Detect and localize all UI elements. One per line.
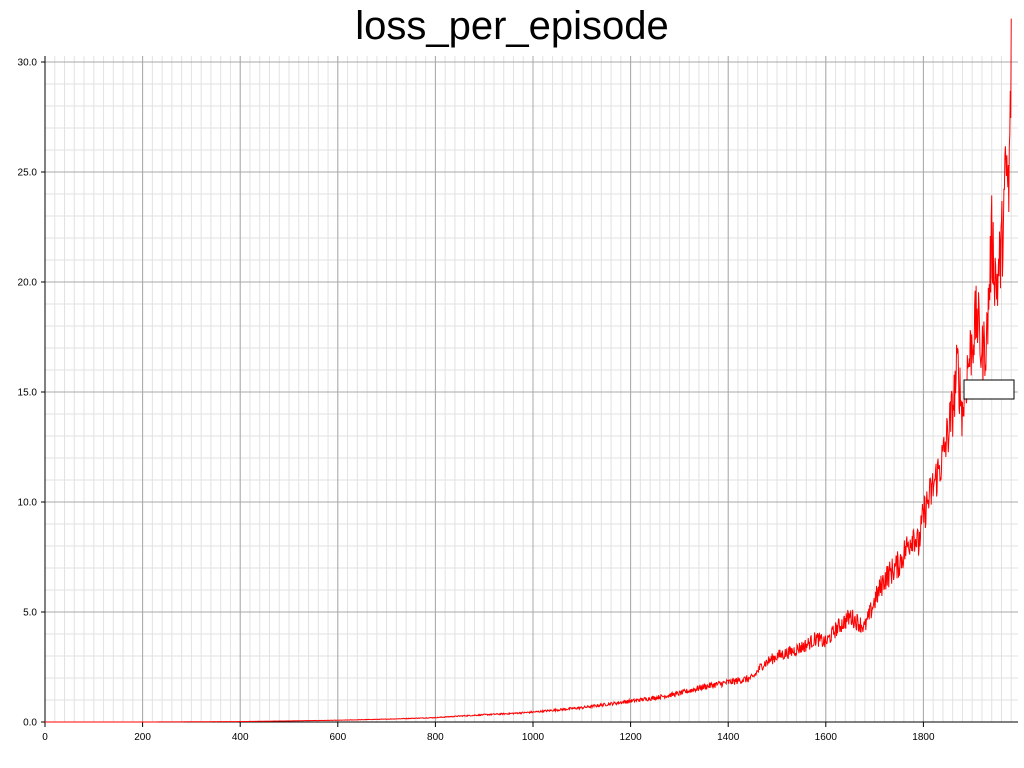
x-tick-label: 200 bbox=[134, 732, 151, 743]
y-axis-ticks: 0.0 5.0 10.0 15.0 20.0 25.0 30.0 bbox=[18, 58, 45, 729]
x-tick-label: 1200 bbox=[619, 732, 642, 743]
x-tick-label: 600 bbox=[329, 732, 346, 743]
x-tick-label: 0 bbox=[42, 732, 48, 743]
x-tick-label: 800 bbox=[427, 732, 444, 743]
y-tick-label: 20.0 bbox=[18, 278, 38, 289]
minor-grid bbox=[44, 56, 1018, 723]
series-line bbox=[45, 18, 1012, 723]
y-tick-label: 25.0 bbox=[18, 168, 38, 179]
y-tick-label: 0.0 bbox=[23, 718, 37, 729]
x-tick-label: 400 bbox=[232, 732, 249, 743]
y-tick-label: 10.0 bbox=[18, 498, 38, 509]
x-tick-label: 1400 bbox=[717, 732, 740, 743]
chart-title: loss_per_episode bbox=[355, 4, 669, 48]
major-grid bbox=[44, 56, 1018, 723]
x-tick-label: 1600 bbox=[815, 732, 838, 743]
x-tick-label: 1800 bbox=[912, 732, 935, 743]
y-tick-label: 15.0 bbox=[18, 388, 38, 399]
x-tick-label: 1000 bbox=[522, 732, 545, 743]
y-tick-label: 30.0 bbox=[18, 58, 38, 69]
x-axis-ticks: 0 200 400 600 800 1000 1200 1400 1600 1800 bbox=[42, 722, 935, 743]
y-tick-label: 5.0 bbox=[23, 608, 37, 619]
series-group bbox=[45, 18, 1012, 723]
annotation-box bbox=[963, 379, 1015, 400]
